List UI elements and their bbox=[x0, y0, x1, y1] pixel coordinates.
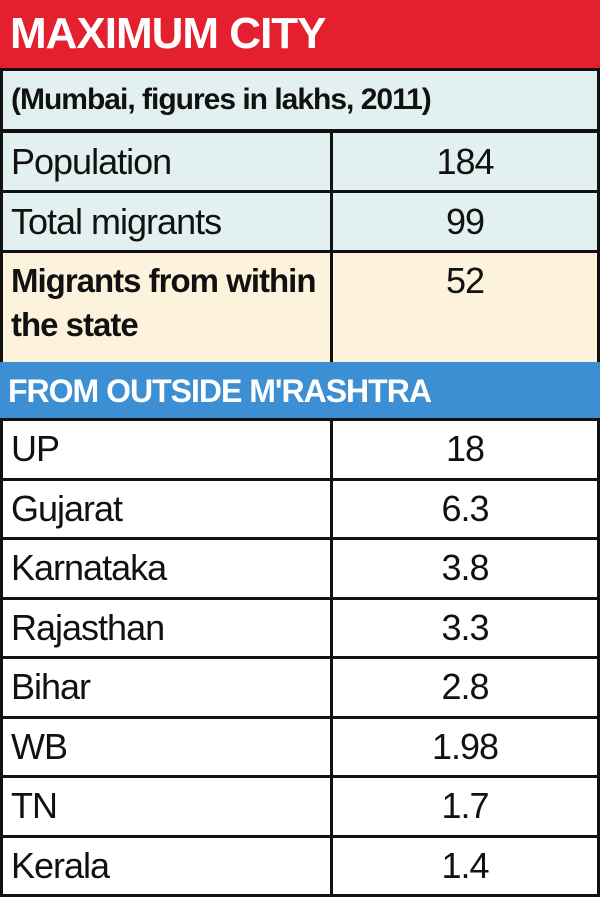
table-row: Migrants from within the state 52 bbox=[0, 250, 600, 365]
section-header: FROM OUTSIDE M'RASHTRA bbox=[0, 362, 600, 420]
row-label: Karnataka bbox=[0, 537, 333, 600]
row-label: Gujarat bbox=[0, 477, 333, 540]
row-label: Rajasthan bbox=[0, 596, 333, 659]
row-value: 1.7 bbox=[330, 775, 600, 838]
table-row: Karnataka 3.8 bbox=[0, 537, 600, 600]
row-label: UP bbox=[0, 418, 333, 481]
table-row: TN 1.7 bbox=[0, 775, 600, 838]
row-label: Bihar bbox=[0, 656, 333, 719]
title: MAXIMUM CITY bbox=[0, 0, 600, 68]
row-value: 99 bbox=[330, 190, 600, 253]
summary-table: Population 184 Total migrants 99 Migrants fr… bbox=[0, 130, 600, 365]
table-row: Population 184 bbox=[0, 130, 600, 193]
row-label: Migrants from within the state bbox=[0, 250, 333, 365]
row-label: Kerala bbox=[0, 834, 333, 897]
row-value: 184 bbox=[330, 130, 600, 193]
row-label: TN bbox=[0, 775, 333, 838]
row-value: 3.8 bbox=[330, 537, 600, 600]
table-row: UP 18 bbox=[0, 418, 600, 481]
row-label: Total migrants bbox=[0, 190, 333, 253]
table-row: Kerala 1.4 bbox=[0, 834, 600, 897]
row-value: 1.98 bbox=[330, 715, 600, 778]
row-value: 2.8 bbox=[330, 656, 600, 719]
table-row: Gujarat 6.3 bbox=[0, 477, 600, 540]
state-table: UP 18 Gujarat 6.3 Karnataka 3.8 Rajasthan 3.3 Bi… bbox=[0, 418, 600, 897]
subtitle: (Mumbai, figures in lakhs, 2011) bbox=[0, 68, 600, 132]
row-value: 6.3 bbox=[330, 477, 600, 540]
table-row: Total migrants 99 bbox=[0, 190, 600, 253]
row-value: 1.4 bbox=[330, 834, 600, 897]
table-row: Bihar 2.8 bbox=[0, 656, 600, 719]
row-value: 18 bbox=[330, 418, 600, 481]
row-value: 3.3 bbox=[330, 596, 600, 659]
table-row: Rajasthan 3.3 bbox=[0, 596, 600, 659]
row-label: Population bbox=[0, 130, 333, 193]
row-label: WB bbox=[0, 715, 333, 778]
table-row: WB 1.98 bbox=[0, 715, 600, 778]
row-value: 52 bbox=[330, 250, 600, 365]
